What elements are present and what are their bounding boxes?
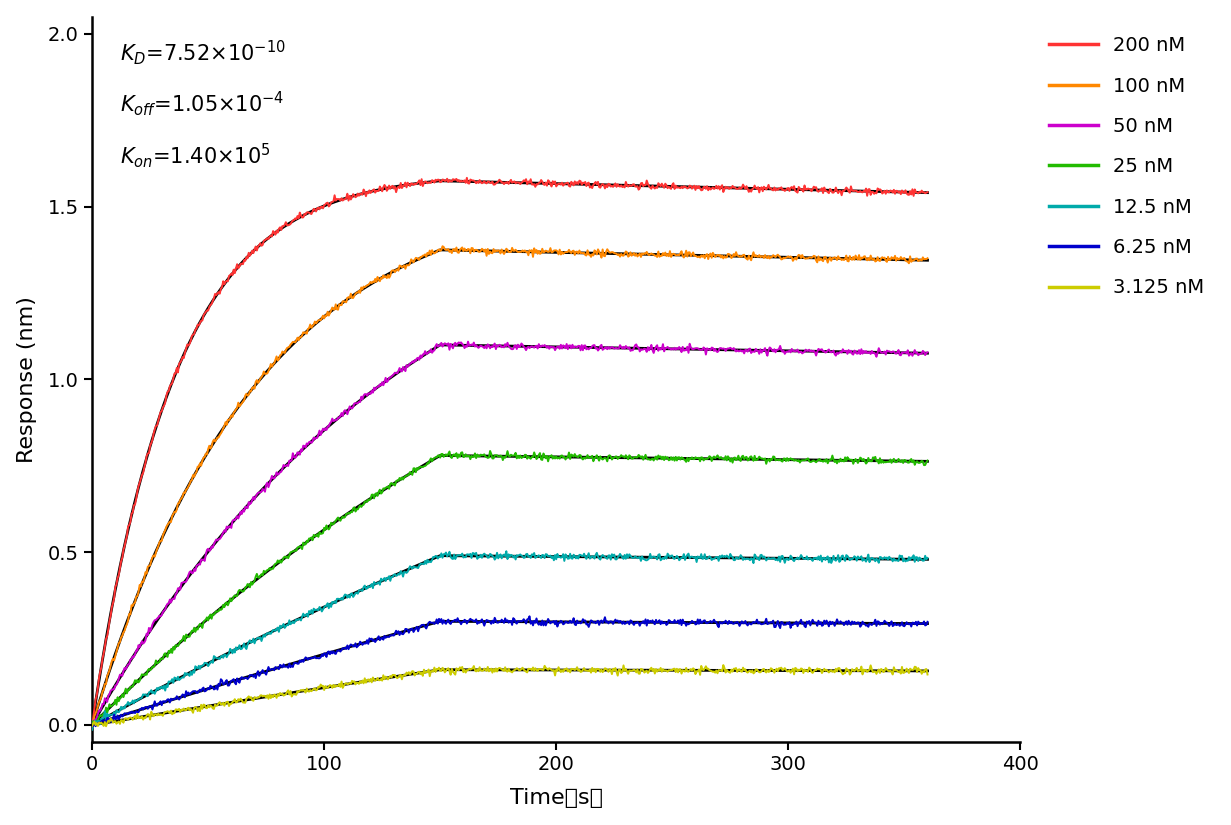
X-axis label: Time（s）: Time（s） <box>510 789 603 808</box>
Legend: 200 nM, 100 nM, 50 nM, 25 nM, 12.5 nM, 6.25 nM, 3.125 nM: 200 nM, 100 nM, 50 nM, 25 nM, 12.5 nM, 6… <box>1039 26 1214 307</box>
Y-axis label: Response (nm): Response (nm) <box>17 296 37 463</box>
Text: $K_D$=7.52×10$^{-10}$
$K_{off}$=1.05×10$^{-4}$
$K_{on}$=1.40×10$^5$: $K_D$=7.52×10$^{-10}$ $K_{off}$=1.05×10$… <box>119 39 286 170</box>
